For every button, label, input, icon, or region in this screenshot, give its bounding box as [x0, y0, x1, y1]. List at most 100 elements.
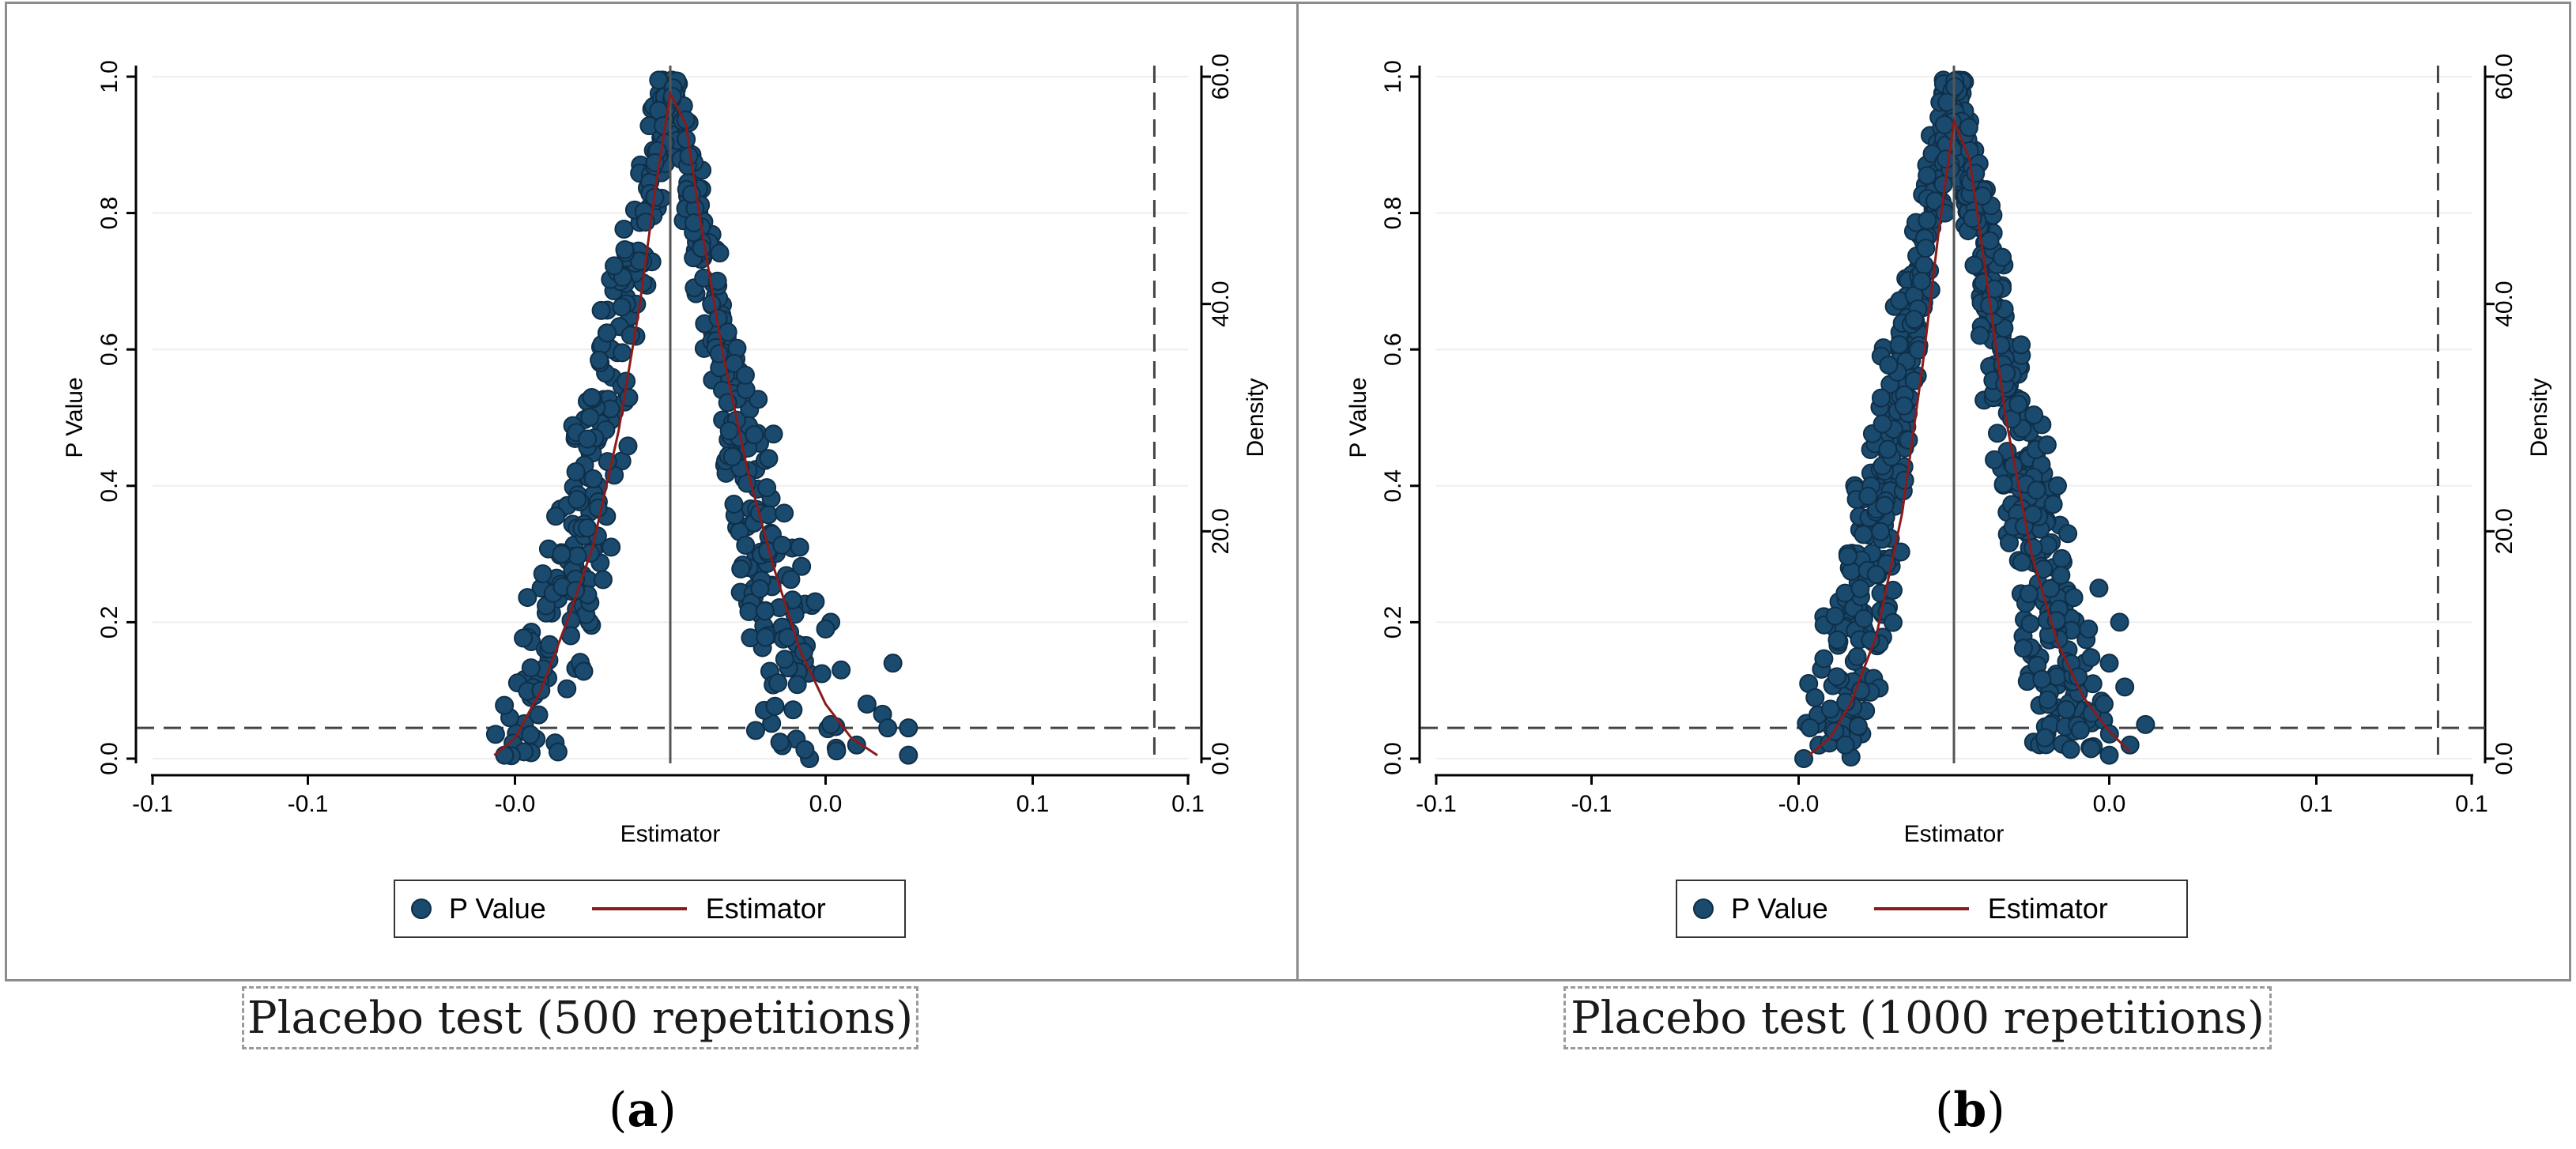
data-point: [759, 449, 779, 469]
data-point: [1993, 474, 2013, 494]
data-point: [1987, 424, 2007, 443]
data-point: [899, 718, 918, 738]
data-point: [583, 469, 603, 488]
data-point: [768, 673, 788, 693]
data-point: [795, 740, 815, 759]
data-point: [548, 742, 568, 762]
data-point: [521, 658, 541, 678]
panel-a-frame: 0.0 0.2 0.4 0.6 0.8 1.0 P Value 0.0 20.0 40.0 60.0…: [5, 2, 1306, 981]
data-point: [1918, 166, 1937, 186]
data-point: [495, 745, 515, 765]
data-point: [1918, 210, 1937, 230]
y-tick-label: 0.8: [96, 197, 123, 230]
data-point: [2099, 724, 2119, 744]
data-point: [591, 300, 611, 320]
data-point: [735, 365, 755, 385]
data-point: [847, 735, 866, 755]
y2-tick-label: 0.0: [2491, 742, 2518, 775]
data-point: [1814, 649, 1834, 669]
data-point: [899, 745, 918, 765]
data-point: [1980, 231, 2000, 251]
data-point: [816, 620, 835, 639]
data-point: [1847, 647, 1867, 667]
x-tick-label: -0.1: [132, 791, 173, 817]
x-tick-label: 0.0: [809, 791, 843, 817]
panel-letter-a: (a): [609, 1083, 677, 1138]
data-point: [2024, 405, 2044, 425]
data-point: [755, 601, 775, 621]
data-point: [805, 592, 825, 612]
data-point: [2038, 690, 2057, 710]
data-point: [2023, 504, 2042, 524]
data-point: [764, 424, 783, 444]
data-point: [1935, 203, 1955, 223]
y-tick-label: 0.0: [96, 742, 123, 775]
x-axis-label: Estimator: [1904, 821, 2005, 847]
data-point: [1912, 271, 1932, 291]
data-point: [1827, 630, 1847, 650]
data-point: [1879, 356, 1899, 375]
data-point: [719, 421, 739, 441]
data-point: [598, 323, 617, 343]
data-point: [781, 570, 801, 590]
y-tick-label: 0.6: [1380, 333, 1406, 366]
data-point: [792, 556, 812, 576]
data-point: [832, 660, 851, 680]
data-point: [1848, 717, 1868, 736]
y-tick-label: 1.0: [96, 60, 123, 93]
data-point: [736, 536, 756, 556]
data-point: [2110, 612, 2129, 632]
data-point: [684, 213, 703, 233]
data-point: [593, 570, 613, 590]
data-point: [578, 518, 598, 538]
data-point: [582, 388, 602, 408]
x-tick-label: 0.1: [2300, 791, 2333, 817]
data-point: [1966, 164, 1986, 183]
data-point: [2027, 480, 2046, 500]
density-curve: [493, 89, 878, 756]
y2-tick-label: 40.0: [1208, 281, 1234, 326]
data-point: [812, 664, 832, 684]
x-tick-label: -0.1: [1571, 791, 1612, 817]
data-point: [2089, 578, 2109, 598]
data-point: [731, 559, 751, 578]
data-point: [618, 436, 638, 456]
data-point: [574, 661, 594, 681]
data-point: [614, 219, 634, 239]
y2-axis-label: Density: [2526, 378, 2552, 457]
data-point: [1904, 371, 1924, 390]
y2-tick-label: 40.0: [2491, 281, 2518, 326]
data-point: [2051, 565, 2071, 585]
data-point: [649, 70, 669, 90]
data-point: [821, 714, 841, 734]
data-point: [602, 537, 621, 557]
panel-letter-a-text: a: [627, 1083, 658, 1138]
chart-a: 0.0 0.2 0.4 0.6 0.8 1.0 P Value 0.0 20.0 40.0 60.0…: [62, 54, 1269, 847]
data-point: [1878, 439, 1898, 459]
data-point: [2043, 495, 2063, 514]
data-point: [1899, 430, 1918, 450]
data-point: [1889, 335, 1909, 355]
data-point: [2013, 639, 2033, 658]
data-point: [2099, 654, 2119, 673]
data-point: [1854, 608, 1873, 628]
y2-tick-label: 60.0: [1208, 54, 1234, 100]
data-point: [787, 675, 807, 695]
data-point: [724, 494, 744, 514]
data-point: [1937, 149, 1956, 169]
caption-b: Placebo test (1000 repetitions): [1563, 986, 2272, 1049]
x-tick-label: -0.1: [1416, 791, 1457, 817]
caption-a: Placebo test (500 repetitions): [242, 986, 918, 1049]
x-tick-label: -0.0: [495, 791, 536, 817]
y2-axis-label: Density: [1243, 378, 1269, 457]
data-point: [588, 498, 608, 518]
y-axis-label: P Value: [62, 377, 88, 458]
x-tick-label: 0.1: [1016, 791, 1050, 817]
data-point: [2058, 524, 2078, 544]
data-point: [1827, 667, 1846, 687]
y-tick-label: 0.4: [96, 469, 123, 503]
y-tick-label: 0.0: [1380, 742, 1406, 775]
data-point: [1850, 578, 1870, 598]
data-point: [1993, 247, 2012, 267]
data-point: [722, 446, 742, 466]
